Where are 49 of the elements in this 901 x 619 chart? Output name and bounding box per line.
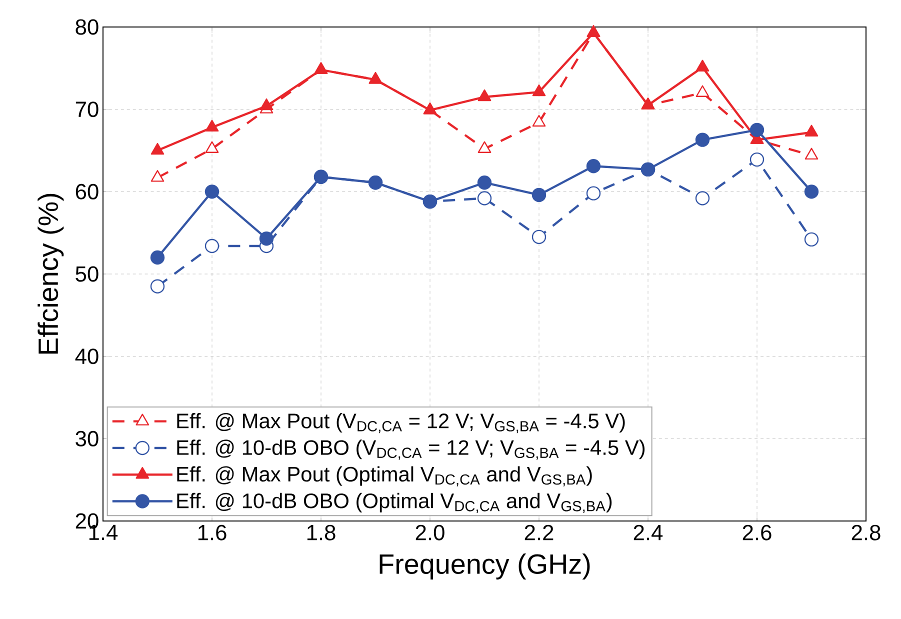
legend-label: Eff. @ Max Pout (Optimal V$_{DC,CA}$ and V$_{GS,BA}$) — [177, 466, 592, 486]
point — [804, 184, 819, 199]
y-tick-label: 40 — [75, 348, 98, 364]
x-tick-label: 2.8 — [852, 524, 880, 540]
point — [477, 176, 492, 190]
point — [150, 142, 164, 155]
point — [804, 148, 818, 160]
x-tick-label: 2.4 — [634, 524, 663, 540]
point — [205, 141, 219, 153]
y-tick-label: 70 — [76, 102, 98, 118]
point — [696, 85, 710, 97]
point — [750, 122, 764, 138]
point — [804, 232, 819, 247]
point — [804, 124, 818, 136]
point — [477, 191, 492, 206]
point — [696, 60, 710, 72]
y-tick-label: 30 — [76, 430, 98, 446]
point — [204, 238, 220, 254]
point — [260, 98, 274, 110]
point — [204, 184, 220, 199]
point — [586, 186, 601, 200]
point — [259, 231, 274, 246]
point — [532, 114, 546, 127]
y-axis-title: Effciency (%) — [38, 194, 64, 354]
y-tick-label: 50 — [76, 266, 98, 282]
point — [532, 230, 546, 244]
legend-label: Eff. @ 10-dB OBO (V$_{DC,CA}$ = 12 V; V$_{GS,BA}$ = -4.5 V) — [177, 440, 645, 460]
point — [205, 120, 219, 132]
point — [478, 89, 492, 102]
x-tick-label: 2.6 — [742, 524, 772, 540]
point — [150, 170, 164, 182]
point — [150, 250, 165, 265]
point — [478, 141, 492, 153]
x-tick-label: 2.2 — [524, 524, 554, 540]
point — [586, 159, 601, 174]
legend-label: Eff. @ 10-dB OBO (Optimal V$_{DC,CA}$ and V$_{GS,BA}$) — [177, 492, 612, 514]
x-tick-label: 1.8 — [307, 524, 336, 540]
x-axis-title: Frequency (GHz) — [380, 553, 590, 580]
point — [150, 279, 165, 294]
point — [532, 188, 546, 202]
point — [532, 84, 546, 96]
y-tick-label: 60 — [76, 184, 98, 200]
point — [750, 152, 764, 167]
x-tick-label: 1.6 — [198, 524, 226, 540]
x-tick-label: 2.0 — [416, 524, 444, 540]
y-tick-label: 80 — [76, 19, 98, 35]
point — [695, 132, 710, 147]
legend-label: Eff. @ Max Pout (V$_{DC,CA}$ = 12 V; V$_{GS,BA}$ = -4.5 V) — [177, 413, 625, 434]
point — [695, 191, 710, 206]
